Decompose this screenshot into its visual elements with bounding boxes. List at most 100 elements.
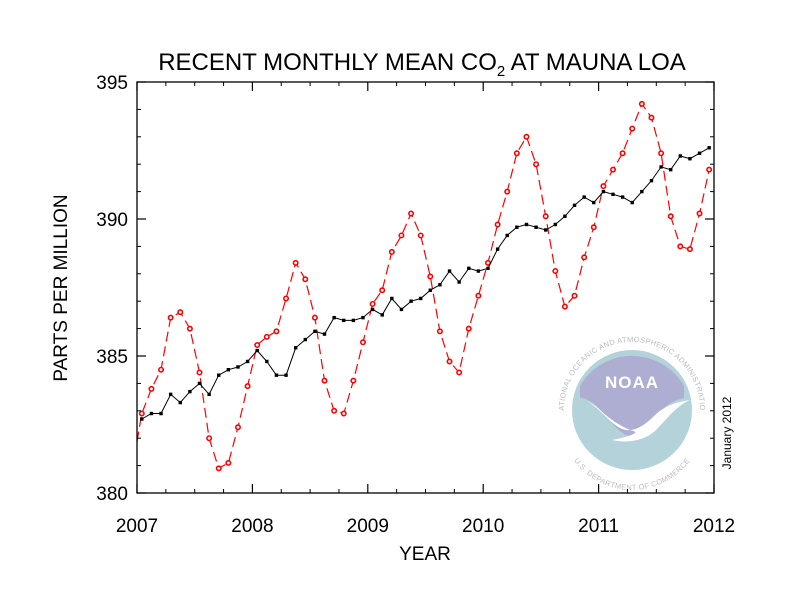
- data-point-seasonally-corrected: [236, 365, 240, 369]
- data-point-seasonally-corrected: [226, 368, 231, 372]
- data-point-seasonally-corrected: [572, 203, 577, 207]
- data-point-seasonally-corrected: [342, 318, 346, 323]
- data-point-monthly-mean: [475, 292, 482, 299]
- data-point-monthly-mean: [552, 268, 559, 275]
- data-point-seasonally-corrected: [322, 332, 327, 336]
- data-point-seasonally-corrected: [476, 269, 481, 273]
- data-point-seasonally-corrected: [370, 307, 375, 312]
- data-point-seasonally-corrected: [649, 178, 654, 183]
- data-point-monthly-mean: [465, 325, 472, 332]
- data-point-seasonally-corrected: [255, 348, 259, 353]
- data-point-monthly-mean: [696, 210, 703, 217]
- data-point-monthly-mean: [196, 369, 203, 376]
- data-point-seasonally-corrected: [563, 214, 567, 218]
- data-point-seasonally-corrected: [217, 373, 221, 377]
- data-point-monthly-mean: [398, 232, 405, 239]
- data-point-seasonally-corrected: [207, 392, 211, 397]
- data-point-seasonally-corrected: [313, 329, 317, 334]
- data-point-monthly-mean: [417, 232, 424, 239]
- data-point-seasonally-corrected: [630, 200, 634, 205]
- data-point-monthly-mean: [686, 246, 693, 253]
- data-point-seasonally-corrected: [418, 296, 423, 301]
- data-point-seasonally-corrected: [592, 200, 596, 205]
- data-point-seasonally-corrected: [678, 154, 683, 158]
- data-point-seasonally-corrected: [553, 222, 558, 227]
- data-point-monthly-mean: [283, 295, 290, 302]
- data-point-seasonally-corrected: [543, 228, 548, 232]
- data-point-monthly-mean: [302, 276, 309, 283]
- data-point-seasonally-corrected: [601, 189, 606, 194]
- data-point-seasonally-corrected: [303, 337, 307, 342]
- data-point-seasonally-corrected: [168, 392, 173, 397]
- data-point-seasonally-corrected: [505, 233, 509, 238]
- data-point-monthly-mean: [504, 188, 511, 195]
- data-point-seasonally-corrected: [380, 313, 384, 317]
- data-point-seasonally-corrected: [409, 299, 413, 303]
- data-point-monthly-mean: [571, 292, 578, 299]
- data-point-monthly-mean: [206, 435, 213, 442]
- data-point-seasonally-corrected: [524, 222, 529, 227]
- data-point-monthly-mean: [648, 114, 655, 121]
- data-point-seasonally-corrected: [447, 269, 452, 273]
- x-axis-label: YEAR: [399, 544, 451, 565]
- data-point-seasonally-corrected: [534, 225, 538, 229]
- chart-title-main: RECENT MONTHLY MEAN CO: [158, 49, 497, 76]
- data-point-seasonally-corrected: [486, 266, 490, 271]
- series-monthly-mean: [136, 100, 713, 472]
- data-point-monthly-mean: [254, 342, 261, 349]
- data-point-monthly-mean: [186, 325, 193, 332]
- data-point-seasonally-corrected: [659, 165, 663, 169]
- data-point-monthly-mean: [619, 150, 626, 157]
- data-point-seasonally-corrected: [669, 167, 673, 172]
- y-tick-label: 385: [96, 347, 128, 368]
- data-point-seasonally-corrected: [188, 389, 192, 394]
- data-point-seasonally-corrected: [457, 280, 461, 284]
- data-point-seasonally-corrected: [265, 359, 269, 364]
- x-tick-label: 2011: [578, 516, 619, 537]
- data-point-seasonally-corrected: [697, 151, 702, 155]
- data-point-monthly-mean: [340, 410, 347, 417]
- data-point-monthly-mean: [234, 424, 241, 431]
- x-tick-label: 2007: [116, 516, 158, 537]
- data-point-monthly-mean: [311, 314, 318, 321]
- data-point-seasonally-corrected: [707, 146, 711, 150]
- data-point-seasonally-corrected: [611, 192, 615, 197]
- date-annotation: January 2012: [720, 396, 734, 469]
- data-point-seasonally-corrected: [284, 373, 288, 377]
- data-point-monthly-mean: [706, 166, 713, 173]
- y-tick-label: 395: [96, 73, 128, 94]
- data-point-seasonally-corrected: [351, 318, 356, 323]
- data-point-monthly-mean: [273, 328, 280, 335]
- data-point-seasonally-corrected: [495, 247, 500, 251]
- data-point-monthly-mean: [263, 333, 270, 340]
- data-point-seasonally-corrected: [149, 411, 154, 416]
- data-point-seasonally-corrected: [390, 296, 394, 301]
- data-point-seasonally-corrected: [515, 225, 519, 229]
- x-tick-label: 2008: [231, 516, 273, 537]
- data-point-monthly-mean: [494, 221, 501, 228]
- y-axis-label: PARTS PER MILLION: [51, 194, 72, 381]
- data-point-seasonally-corrected: [582, 195, 586, 199]
- data-point-monthly-mean: [513, 150, 520, 157]
- data-point-monthly-mean: [446, 358, 453, 365]
- chart-title-suffix: AT MAUNA LOA: [505, 49, 686, 76]
- data-point-monthly-mean: [177, 309, 184, 316]
- data-point-monthly-mean: [292, 259, 299, 266]
- data-point-monthly-mean: [542, 213, 549, 220]
- data-point-monthly-mean: [610, 166, 617, 173]
- data-point-monthly-mean: [629, 125, 636, 132]
- data-point-monthly-mean: [408, 210, 415, 217]
- data-point-monthly-mean: [523, 133, 530, 140]
- data-point-monthly-mean: [167, 314, 174, 321]
- x-tick-label: 2010: [462, 516, 504, 537]
- data-point-seasonally-corrected: [197, 381, 202, 386]
- logo-wordmark: NOAA: [605, 373, 659, 392]
- noaa-logo: NOAA NATIONAL OCEANIC AND ATMOSPHERIC AD…: [557, 335, 707, 492]
- data-point-monthly-mean: [350, 377, 357, 384]
- data-point-monthly-mean: [600, 183, 607, 190]
- data-point-seasonally-corrected: [140, 417, 144, 421]
- data-point-seasonally-corrected: [293, 346, 298, 350]
- x-tick-label: 2012: [693, 516, 735, 537]
- data-point-seasonally-corrected: [361, 315, 365, 320]
- data-point-monthly-mean: [427, 273, 434, 280]
